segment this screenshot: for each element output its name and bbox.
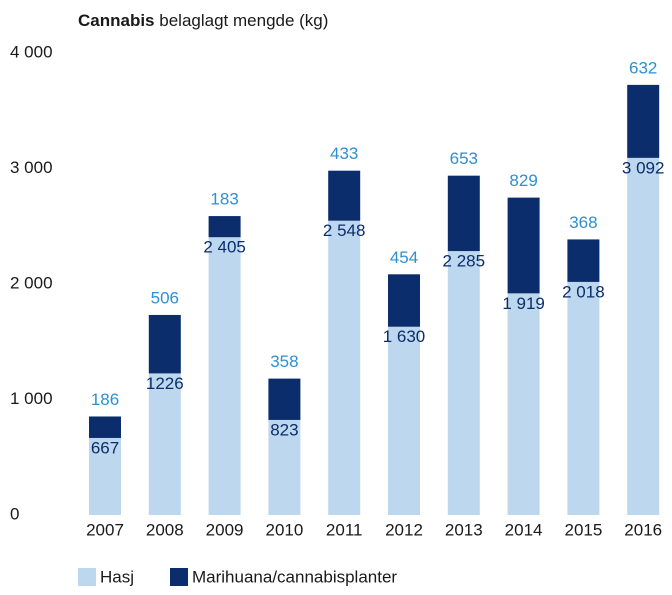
title-bold: Cannabis <box>78 11 155 30</box>
value-label: 829 <box>509 171 537 190</box>
value-label: 632 <box>629 58 657 77</box>
bar-segment <box>447 175 480 252</box>
x-tick-label: 2007 <box>86 520 124 539</box>
x-tick-label: 2014 <box>505 520 543 539</box>
bar-segment <box>268 419 301 515</box>
bar-segment <box>627 84 660 158</box>
y-tick-label: 1 000 <box>10 389 53 408</box>
value-label: 1 630 <box>383 327 426 346</box>
x-tick-label: 2009 <box>206 520 244 539</box>
legend-swatch <box>78 568 96 586</box>
y-tick-label: 2 000 <box>10 273 53 292</box>
legend-label: Marihuana/cannabisplanter <box>192 567 397 586</box>
title-rest: belaglagt mengde (kg) <box>159 11 328 30</box>
bar-segment <box>507 293 540 515</box>
x-tick-label: 2015 <box>564 520 602 539</box>
value-label: 454 <box>390 248 418 267</box>
bar-segment <box>148 314 181 374</box>
value-label: 2 405 <box>203 238 246 257</box>
value-label: 2 285 <box>443 252 486 271</box>
value-label: 2 548 <box>323 221 366 240</box>
bar-segment <box>328 170 361 221</box>
value-label: 1 919 <box>502 294 545 313</box>
value-label: 653 <box>450 149 478 168</box>
value-label: 183 <box>210 190 238 209</box>
x-tick-label: 2012 <box>385 520 423 539</box>
legend-swatch <box>170 568 188 586</box>
value-label: 433 <box>330 144 358 163</box>
bar-segment <box>567 281 600 515</box>
bar-segment <box>268 378 301 420</box>
y-tick-label: 3 000 <box>10 158 53 177</box>
x-tick-label: 2013 <box>445 520 483 539</box>
chart-title: Cannabis belaglagt mengde (kg) <box>78 11 328 30</box>
bar-segment <box>89 416 121 438</box>
bar-segment <box>627 157 660 515</box>
value-label: 506 <box>151 288 179 307</box>
value-label: 1226 <box>146 374 184 393</box>
bar-segment <box>208 237 241 515</box>
bar-segment <box>148 373 181 515</box>
bar-segment <box>89 437 121 515</box>
x-tick-label: 2008 <box>146 520 184 539</box>
value-label: 823 <box>270 420 298 439</box>
y-tick-label: 4 000 <box>10 42 53 61</box>
bar-segment <box>447 251 480 515</box>
value-label: 358 <box>270 352 298 371</box>
x-tick-label: 2010 <box>265 520 303 539</box>
value-label: 186 <box>91 390 119 409</box>
legend-label: Hasj <box>100 567 134 586</box>
value-label: 2 018 <box>562 282 605 301</box>
bar-segment <box>388 274 420 327</box>
bar-segment <box>208 216 241 238</box>
bar-segment <box>328 220 361 515</box>
value-label: 3 092 <box>622 158 665 177</box>
x-tick-label: 2016 <box>624 520 662 539</box>
x-tick-label: 2011 <box>326 520 363 539</box>
bar-segment <box>507 197 540 294</box>
value-label: 368 <box>569 213 597 232</box>
bar-segment <box>388 326 420 515</box>
y-tick-label: 0 <box>10 504 19 523</box>
value-label: 667 <box>91 438 119 457</box>
bar-segment <box>567 239 600 282</box>
